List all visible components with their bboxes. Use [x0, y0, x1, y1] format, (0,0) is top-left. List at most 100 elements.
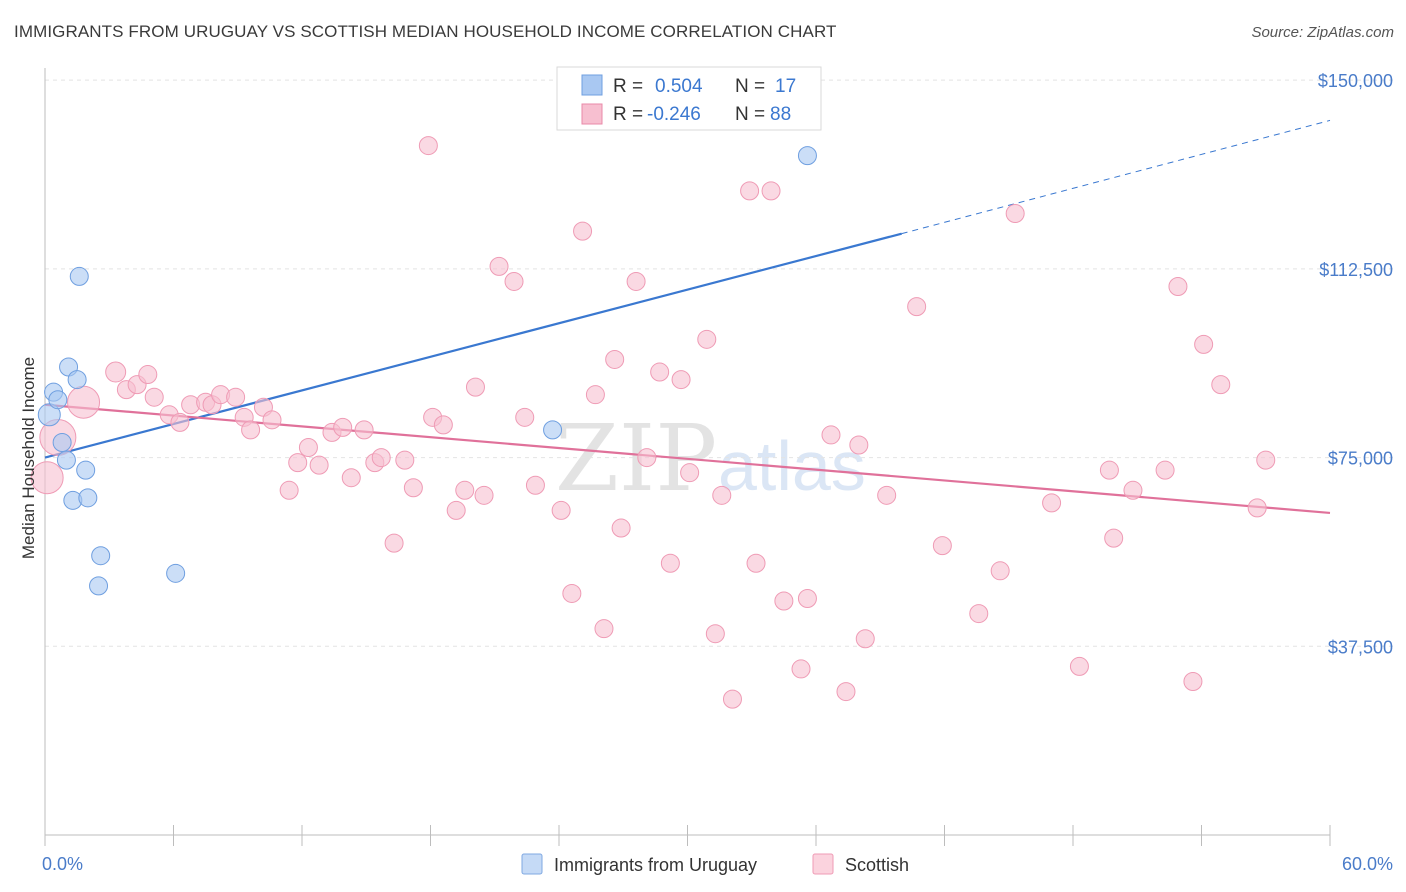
- y-tick-label: $75,000: [1328, 449, 1393, 469]
- point-scottish: [1123, 480, 1143, 500]
- point-scottish: [626, 271, 646, 291]
- y-tick-label: $37,500: [1328, 637, 1393, 657]
- point-scottish: [262, 410, 282, 430]
- point-scottish: [791, 659, 811, 679]
- point-uruguay: [56, 450, 76, 470]
- point-scottish: [585, 385, 605, 405]
- legend-swatch-uruguay: [581, 74, 603, 96]
- point-scottish: [761, 181, 781, 201]
- point-scottish: [1183, 672, 1203, 692]
- point-scottish: [418, 136, 438, 156]
- point-scottish: [504, 271, 524, 291]
- point-scottish: [722, 689, 742, 709]
- watermark: ZIP atlas: [555, 405, 866, 512]
- point-uruguay: [89, 576, 109, 596]
- point-scottish: [877, 485, 897, 505]
- point-scottish: [474, 485, 494, 505]
- point-scottish: [395, 450, 415, 470]
- point-scottish: [705, 624, 725, 644]
- point-scottish: [849, 435, 869, 455]
- point-scottish: [1155, 460, 1175, 480]
- point-scottish: [279, 480, 299, 500]
- point-uruguay: [91, 546, 111, 566]
- point-scottish: [515, 407, 535, 427]
- point-scottish: [746, 553, 766, 573]
- trend-line-uruguay-extension: [901, 119, 1331, 235]
- point-scottish: [30, 461, 64, 495]
- point-uruguay: [67, 370, 87, 390]
- point-uruguay: [52, 432, 72, 452]
- point-scottish: [384, 533, 404, 553]
- y-tick-label: $150,000: [1318, 71, 1393, 91]
- legend-swatch-scottish: [581, 103, 603, 125]
- trend-line-scottish: [44, 403, 1331, 515]
- y-tick-label: $112,500: [1319, 260, 1393, 280]
- point-scottish: [660, 553, 680, 573]
- point-scottish: [170, 412, 190, 432]
- point-scottish: [697, 329, 717, 349]
- point-uruguay: [166, 563, 186, 583]
- point-scottish: [671, 370, 691, 390]
- point-scottish: [144, 387, 164, 407]
- watermark-atlas: atlas: [718, 427, 866, 505]
- legend-n-label-scottish: N =: [735, 104, 765, 125]
- grid: [45, 79, 1395, 647]
- point-scottish: [650, 362, 670, 382]
- point-scottish: [932, 536, 952, 556]
- point-scottish: [138, 365, 158, 385]
- point-scottish: [1168, 276, 1188, 296]
- point-scottish: [525, 475, 545, 495]
- legend-r-value-scottish: -0.246: [647, 104, 701, 125]
- x-tick-label-min: 0.0%: [42, 854, 83, 874]
- point-scottish: [1005, 204, 1025, 224]
- point-scottish: [990, 561, 1010, 581]
- point-uruguay: [69, 266, 89, 286]
- data-points: [30, 136, 1276, 709]
- point-scottish: [333, 417, 353, 437]
- point-scottish: [680, 463, 700, 483]
- point-scottish: [105, 361, 127, 383]
- point-uruguay: [76, 460, 96, 480]
- legend-r-label-scottish: R =: [613, 104, 643, 125]
- point-scottish: [1247, 498, 1267, 518]
- point-scottish: [1256, 450, 1276, 470]
- point-scottish: [371, 448, 391, 468]
- legend-r-label-uruguay: R =: [613, 76, 643, 97]
- bottom-legend-label-uruguay: Immigrants from Uruguay: [554, 855, 757, 875]
- point-scottish: [605, 349, 625, 369]
- point-scottish: [1042, 493, 1062, 513]
- point-scottish: [1211, 375, 1231, 395]
- point-uruguay: [797, 146, 817, 166]
- point-scottish: [465, 377, 485, 397]
- point-scottish: [774, 591, 794, 611]
- axes: [44, 68, 1331, 846]
- point-scottish: [67, 385, 101, 419]
- point-scottish: [836, 682, 856, 702]
- point-scottish: [562, 583, 582, 603]
- legend-r-value-uruguay: 0.504: [655, 76, 703, 97]
- point-scottish: [1099, 460, 1119, 480]
- point-scottish: [1069, 656, 1089, 676]
- point-scottish: [1194, 334, 1214, 354]
- point-uruguay: [48, 390, 68, 410]
- bottom-legend-swatch-uruguay: [521, 853, 543, 875]
- point-scottish: [489, 256, 509, 276]
- y-tick-labels: $37,500 $75,000 $112,500 $150,000: [1318, 71, 1393, 657]
- point-scottish: [354, 420, 374, 440]
- point-scottish: [969, 604, 989, 624]
- point-scottish: [594, 619, 614, 639]
- point-uruguay: [543, 420, 563, 440]
- legend-n-value-scottish: 88: [770, 104, 791, 125]
- x-tick-labels: 0.0% 60.0%: [42, 854, 1393, 874]
- point-scottish: [433, 415, 453, 435]
- point-uruguay: [78, 488, 98, 508]
- point-scottish: [446, 500, 466, 520]
- point-scottish: [740, 181, 760, 201]
- point-scottish: [637, 448, 657, 468]
- point-scottish: [403, 478, 423, 498]
- point-scottish: [309, 455, 329, 475]
- point-scottish: [611, 518, 631, 538]
- point-scottish: [551, 500, 571, 520]
- point-scottish: [298, 438, 318, 458]
